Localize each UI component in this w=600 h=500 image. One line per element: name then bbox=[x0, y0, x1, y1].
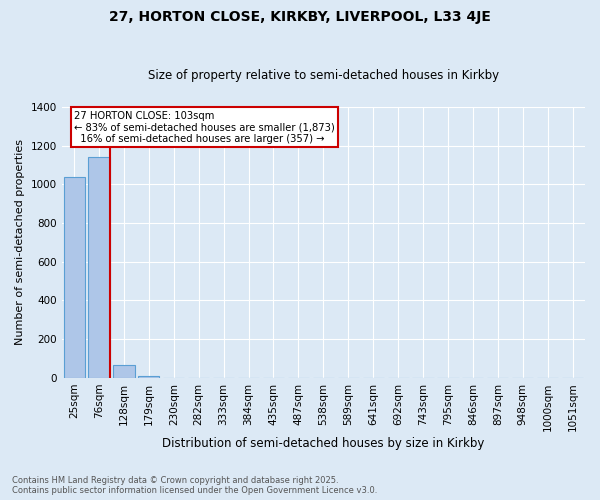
X-axis label: Distribution of semi-detached houses by size in Kirkby: Distribution of semi-detached houses by … bbox=[162, 437, 485, 450]
Bar bbox=[88, 157, 110, 378]
Y-axis label: Number of semi-detached properties: Number of semi-detached properties bbox=[15, 140, 25, 346]
Text: 27, HORTON CLOSE, KIRKBY, LIVERPOOL, L33 4JE: 27, HORTON CLOSE, KIRKBY, LIVERPOOL, L33… bbox=[109, 10, 491, 24]
Text: 27 HORTON CLOSE: 103sqm
← 83% of semi-detached houses are smaller (1,873)
  16% : 27 HORTON CLOSE: 103sqm ← 83% of semi-de… bbox=[74, 110, 335, 144]
Bar bbox=[138, 376, 160, 378]
Bar bbox=[113, 366, 134, 378]
Text: Contains HM Land Registry data © Crown copyright and database right 2025.
Contai: Contains HM Land Registry data © Crown c… bbox=[12, 476, 377, 495]
Title: Size of property relative to semi-detached houses in Kirkby: Size of property relative to semi-detach… bbox=[148, 69, 499, 82]
Bar bbox=[64, 178, 85, 378]
